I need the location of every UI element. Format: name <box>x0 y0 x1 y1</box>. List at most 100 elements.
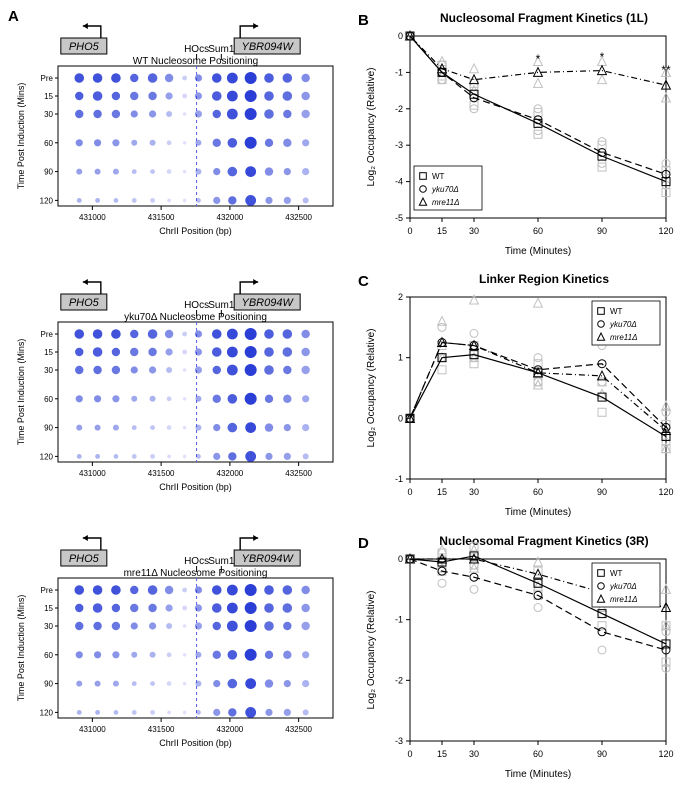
svg-text:-5: -5 <box>395 213 403 223</box>
panel-d: D Nucleosomal Fragment Kinetics (3R)-3-2… <box>358 531 678 784</box>
svg-text:60: 60 <box>44 395 53 404</box>
svg-text:90: 90 <box>44 680 53 689</box>
svg-text:15: 15 <box>44 604 53 613</box>
svg-text:yku70Δ: yku70Δ <box>609 582 637 591</box>
svg-text:WT: WT <box>432 172 445 181</box>
svg-text:30: 30 <box>469 749 479 759</box>
svg-text:0: 0 <box>407 226 412 236</box>
svg-text:Time Post Induction (Mins): Time Post Induction (Mins) <box>16 595 26 702</box>
svg-text:YBR094W: YBR094W <box>241 41 294 53</box>
svg-text:0: 0 <box>407 487 412 497</box>
svg-text:431500: 431500 <box>148 725 175 734</box>
svg-text:Time Post Induction (Mins): Time Post Induction (Mins) <box>16 83 26 190</box>
svg-text:1: 1 <box>398 353 403 363</box>
svg-text:Nucleosomal Fragment Kinetics: Nucleosomal Fragment Kinetics (3R) <box>439 534 648 548</box>
svg-text:YBR094W: YBR094W <box>241 297 294 309</box>
svg-text:Pre: Pre <box>41 74 54 83</box>
svg-text:0: 0 <box>407 749 412 759</box>
svg-text:120: 120 <box>658 226 673 236</box>
svg-text:Nucleosomal Fragment Kinetics: Nucleosomal Fragment Kinetics (1L) <box>440 11 648 25</box>
svg-text:431000: 431000 <box>79 213 106 222</box>
svg-text:Sum1: Sum1 <box>208 556 235 567</box>
svg-text:431500: 431500 <box>148 469 175 478</box>
svg-text:120: 120 <box>658 749 673 759</box>
svg-text:PHO5: PHO5 <box>69 297 100 309</box>
svg-text:*: * <box>536 52 541 66</box>
svg-text:30: 30 <box>44 366 53 375</box>
panel-d-label: D <box>358 535 369 552</box>
svg-text:-1: -1 <box>395 67 403 77</box>
svg-text:-1: -1 <box>395 614 403 624</box>
svg-text:YBR094W: YBR094W <box>241 553 294 565</box>
panel-d-svg: Nucleosomal Fragment Kinetics (3R)-3-2-1… <box>358 531 678 783</box>
svg-text:15: 15 <box>437 226 447 236</box>
svg-text:15: 15 <box>437 487 447 497</box>
svg-text:Log₂ Occupancy (Relative): Log₂ Occupancy (Relative) <box>366 590 377 709</box>
svg-text:HOcs: HOcs <box>184 44 209 55</box>
panel-a-svg: PHO5YBR094WHOcsSum1WT Nucleosome Positio… <box>8 8 348 784</box>
svg-text:90: 90 <box>597 487 607 497</box>
svg-text:432000: 432000 <box>217 725 244 734</box>
svg-text:Time Post Induction (Mins): Time Post Induction (Mins) <box>16 339 26 446</box>
svg-text:mre11Δ: mre11Δ <box>610 333 637 342</box>
svg-text:120: 120 <box>40 452 54 461</box>
svg-text:mre11Δ: mre11Δ <box>610 595 637 604</box>
panel-b-svg: Nucleosomal Fragment Kinetics (1L)-5-4-3… <box>358 8 678 260</box>
svg-text:Pre: Pre <box>41 330 54 339</box>
svg-text:60: 60 <box>44 139 53 148</box>
svg-text:432500: 432500 <box>285 725 312 734</box>
svg-text:Log₂ Occupancy (Relative): Log₂ Occupancy (Relative) <box>366 68 377 187</box>
svg-text:mre11Δ Nucleosome Positioning: mre11Δ Nucleosome Positioning <box>124 568 268 579</box>
panel-c-label: C <box>358 273 369 290</box>
svg-text:30: 30 <box>44 622 53 631</box>
panel-b-label: B <box>358 12 369 29</box>
svg-text:mre11Δ: mre11Δ <box>432 198 459 207</box>
svg-text:60: 60 <box>533 226 543 236</box>
svg-text:-2: -2 <box>395 104 403 114</box>
svg-text:432000: 432000 <box>217 469 244 478</box>
svg-text:PHO5: PHO5 <box>69 41 100 53</box>
svg-text:-3: -3 <box>395 140 403 150</box>
panel-a: A PHO5YBR094WHOcsSum1WT Nucleosome Posit… <box>8 8 348 784</box>
svg-text:ChrII Position (bp): ChrII Position (bp) <box>159 482 232 492</box>
svg-text:15: 15 <box>44 348 53 357</box>
svg-text:HOcs: HOcs <box>184 300 209 311</box>
svg-text:WT: WT <box>610 307 623 316</box>
svg-text:Sum1: Sum1 <box>208 44 235 55</box>
panel-c: C Linker Region Kinetics-101201530609012… <box>358 269 678 522</box>
svg-text:431000: 431000 <box>79 725 106 734</box>
figure: A PHO5YBR094WHOcsSum1WT Nucleosome Posit… <box>8 8 672 784</box>
svg-text:120: 120 <box>40 708 54 717</box>
svg-text:90: 90 <box>597 749 607 759</box>
svg-text:Time (Minutes): Time (Minutes) <box>505 507 571 518</box>
svg-text:431500: 431500 <box>148 213 175 222</box>
svg-text:432000: 432000 <box>217 213 244 222</box>
svg-text:PHO5: PHO5 <box>69 553 100 565</box>
svg-text:120: 120 <box>40 196 54 205</box>
svg-text:15: 15 <box>437 749 447 759</box>
panel-a-label: A <box>8 8 19 25</box>
svg-text:90: 90 <box>597 226 607 236</box>
svg-text:432500: 432500 <box>285 469 312 478</box>
svg-text:WT: WT <box>610 569 623 578</box>
panel-b: B Nucleosomal Fragment Kinetics (1L)-5-4… <box>358 8 678 261</box>
svg-text:Log₂ Occupancy (Relative): Log₂ Occupancy (Relative) <box>366 329 377 448</box>
svg-text:30: 30 <box>44 110 53 119</box>
svg-text:WT Nucleosome Positioning: WT Nucleosome Positioning <box>133 56 258 67</box>
svg-text:Sum1: Sum1 <box>208 300 235 311</box>
svg-text:120: 120 <box>658 487 673 497</box>
svg-text:Time (Minutes): Time (Minutes) <box>505 246 571 257</box>
svg-text:yku70Δ: yku70Δ <box>431 185 459 194</box>
svg-text:60: 60 <box>44 651 53 660</box>
panel-c-svg: Linker Region Kinetics-1012015306090120T… <box>358 269 678 521</box>
svg-text:0: 0 <box>398 31 403 41</box>
svg-text:0: 0 <box>398 414 403 424</box>
svg-text:-1: -1 <box>395 474 403 484</box>
svg-text:Pre: Pre <box>41 586 54 595</box>
svg-text:0: 0 <box>398 554 403 564</box>
svg-text:30: 30 <box>469 226 479 236</box>
svg-text:yku70Δ Nucleosome Positioning: yku70Δ Nucleosome Positioning <box>124 312 267 323</box>
svg-text:90: 90 <box>44 424 53 433</box>
svg-text:15: 15 <box>44 92 53 101</box>
svg-text:Linker Region Kinetics: Linker Region Kinetics <box>479 272 609 286</box>
